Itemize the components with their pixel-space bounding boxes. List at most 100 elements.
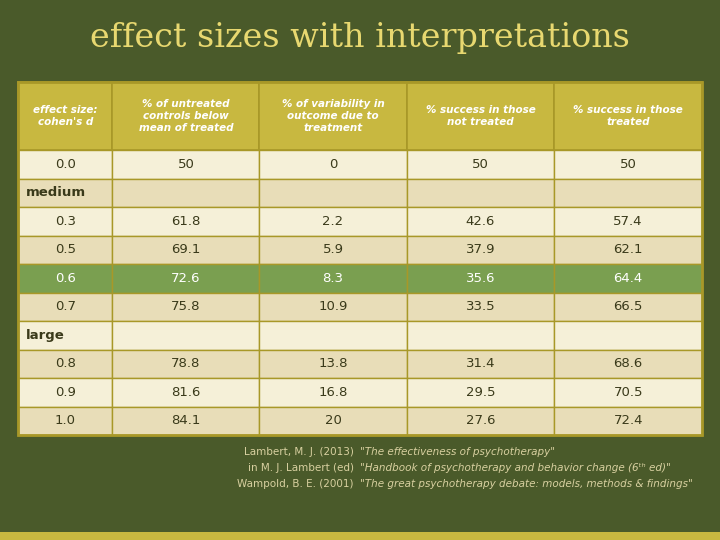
Bar: [554, 349, 702, 378]
Bar: [112, 207, 259, 235]
Text: % success in those
treated: % success in those treated: [573, 105, 683, 127]
Bar: [18, 407, 112, 435]
Bar: [407, 179, 554, 207]
Bar: [554, 150, 702, 179]
Text: 66.5: 66.5: [613, 300, 643, 313]
Bar: [554, 321, 702, 349]
Bar: [554, 264, 702, 293]
Text: 5.9: 5.9: [323, 243, 343, 256]
Text: 84.1: 84.1: [171, 414, 201, 427]
Bar: [554, 179, 702, 207]
Text: 13.8: 13.8: [318, 357, 348, 370]
Text: 72.4: 72.4: [613, 414, 643, 427]
Bar: [554, 235, 702, 264]
Bar: [0, 532, 720, 540]
Bar: [554, 207, 702, 235]
Text: 0.5: 0.5: [55, 243, 76, 256]
Bar: [554, 293, 702, 321]
Bar: [112, 179, 259, 207]
Bar: [18, 349, 112, 378]
Bar: [18, 293, 112, 321]
Text: 1.0: 1.0: [55, 414, 76, 427]
Text: 29.5: 29.5: [466, 386, 495, 399]
Text: 27.6: 27.6: [466, 414, 495, 427]
Text: 0.6: 0.6: [55, 272, 76, 285]
Text: 2.2: 2.2: [323, 215, 343, 228]
Bar: [112, 264, 259, 293]
Text: Wampold, B. E. (2001): Wampold, B. E. (2001): [237, 479, 360, 489]
Bar: [112, 321, 259, 349]
Bar: [407, 349, 554, 378]
Bar: [112, 349, 259, 378]
Text: effect sizes with interpretations: effect sizes with interpretations: [90, 22, 630, 54]
Bar: [407, 235, 554, 264]
Bar: [554, 82, 702, 150]
Bar: [259, 378, 407, 407]
Text: % success in those
not treated: % success in those not treated: [426, 105, 535, 127]
Bar: [259, 150, 407, 179]
Text: 16.8: 16.8: [318, 386, 348, 399]
Bar: [18, 264, 112, 293]
Bar: [18, 150, 112, 179]
Bar: [112, 293, 259, 321]
Text: 0.8: 0.8: [55, 357, 76, 370]
Bar: [112, 150, 259, 179]
Bar: [259, 264, 407, 293]
Text: 33.5: 33.5: [466, 300, 495, 313]
Text: 64.4: 64.4: [613, 272, 643, 285]
Text: 35.6: 35.6: [466, 272, 495, 285]
Text: medium: medium: [26, 186, 86, 199]
Bar: [18, 82, 702, 435]
Text: 75.8: 75.8: [171, 300, 201, 313]
Text: 42.6: 42.6: [466, 215, 495, 228]
Bar: [259, 349, 407, 378]
Bar: [112, 407, 259, 435]
Text: 61.8: 61.8: [171, 215, 201, 228]
Bar: [112, 378, 259, 407]
Bar: [407, 150, 554, 179]
Bar: [18, 82, 112, 150]
Bar: [259, 293, 407, 321]
Bar: [407, 293, 554, 321]
Text: effect size:
cohen's d: effect size: cohen's d: [33, 105, 97, 127]
Text: 68.6: 68.6: [613, 357, 643, 370]
Bar: [18, 321, 112, 349]
Text: % of variability in
outcome due to
treatment: % of variability in outcome due to treat…: [282, 99, 384, 133]
Text: 0.0: 0.0: [55, 158, 76, 171]
Text: "The great psychotherapy debate: models, methods & findings": "The great psychotherapy debate: models,…: [360, 479, 693, 489]
Text: 8.3: 8.3: [323, 272, 343, 285]
Text: 81.6: 81.6: [171, 386, 201, 399]
Bar: [18, 179, 112, 207]
Text: 50: 50: [472, 158, 489, 171]
Text: large: large: [26, 329, 65, 342]
Text: 31.4: 31.4: [466, 357, 495, 370]
Text: % of untreated
controls below
mean of treated: % of untreated controls below mean of tr…: [139, 99, 233, 133]
Text: 72.6: 72.6: [171, 272, 201, 285]
Text: 62.1: 62.1: [613, 243, 643, 256]
Bar: [407, 378, 554, 407]
Bar: [407, 82, 554, 150]
Bar: [259, 82, 407, 150]
Text: 0: 0: [329, 158, 337, 171]
Text: "The effectiveness of psychotherapy": "The effectiveness of psychotherapy": [360, 447, 555, 457]
Bar: [407, 264, 554, 293]
Text: 10.9: 10.9: [318, 300, 348, 313]
Bar: [18, 378, 112, 407]
Bar: [259, 321, 407, 349]
Bar: [554, 378, 702, 407]
Text: 0.7: 0.7: [55, 300, 76, 313]
Bar: [407, 321, 554, 349]
Text: 0.3: 0.3: [55, 215, 76, 228]
Text: 50: 50: [178, 158, 194, 171]
Text: 0.9: 0.9: [55, 386, 76, 399]
Bar: [259, 235, 407, 264]
Text: 70.5: 70.5: [613, 386, 643, 399]
Text: 78.8: 78.8: [171, 357, 201, 370]
Bar: [112, 82, 259, 150]
Bar: [112, 235, 259, 264]
Bar: [259, 179, 407, 207]
Bar: [407, 207, 554, 235]
Text: 37.9: 37.9: [466, 243, 495, 256]
Text: 57.4: 57.4: [613, 215, 643, 228]
Text: "Handbook of psychotherapy and behavior change (6ᵗʰ ed)": "Handbook of psychotherapy and behavior …: [360, 463, 671, 473]
